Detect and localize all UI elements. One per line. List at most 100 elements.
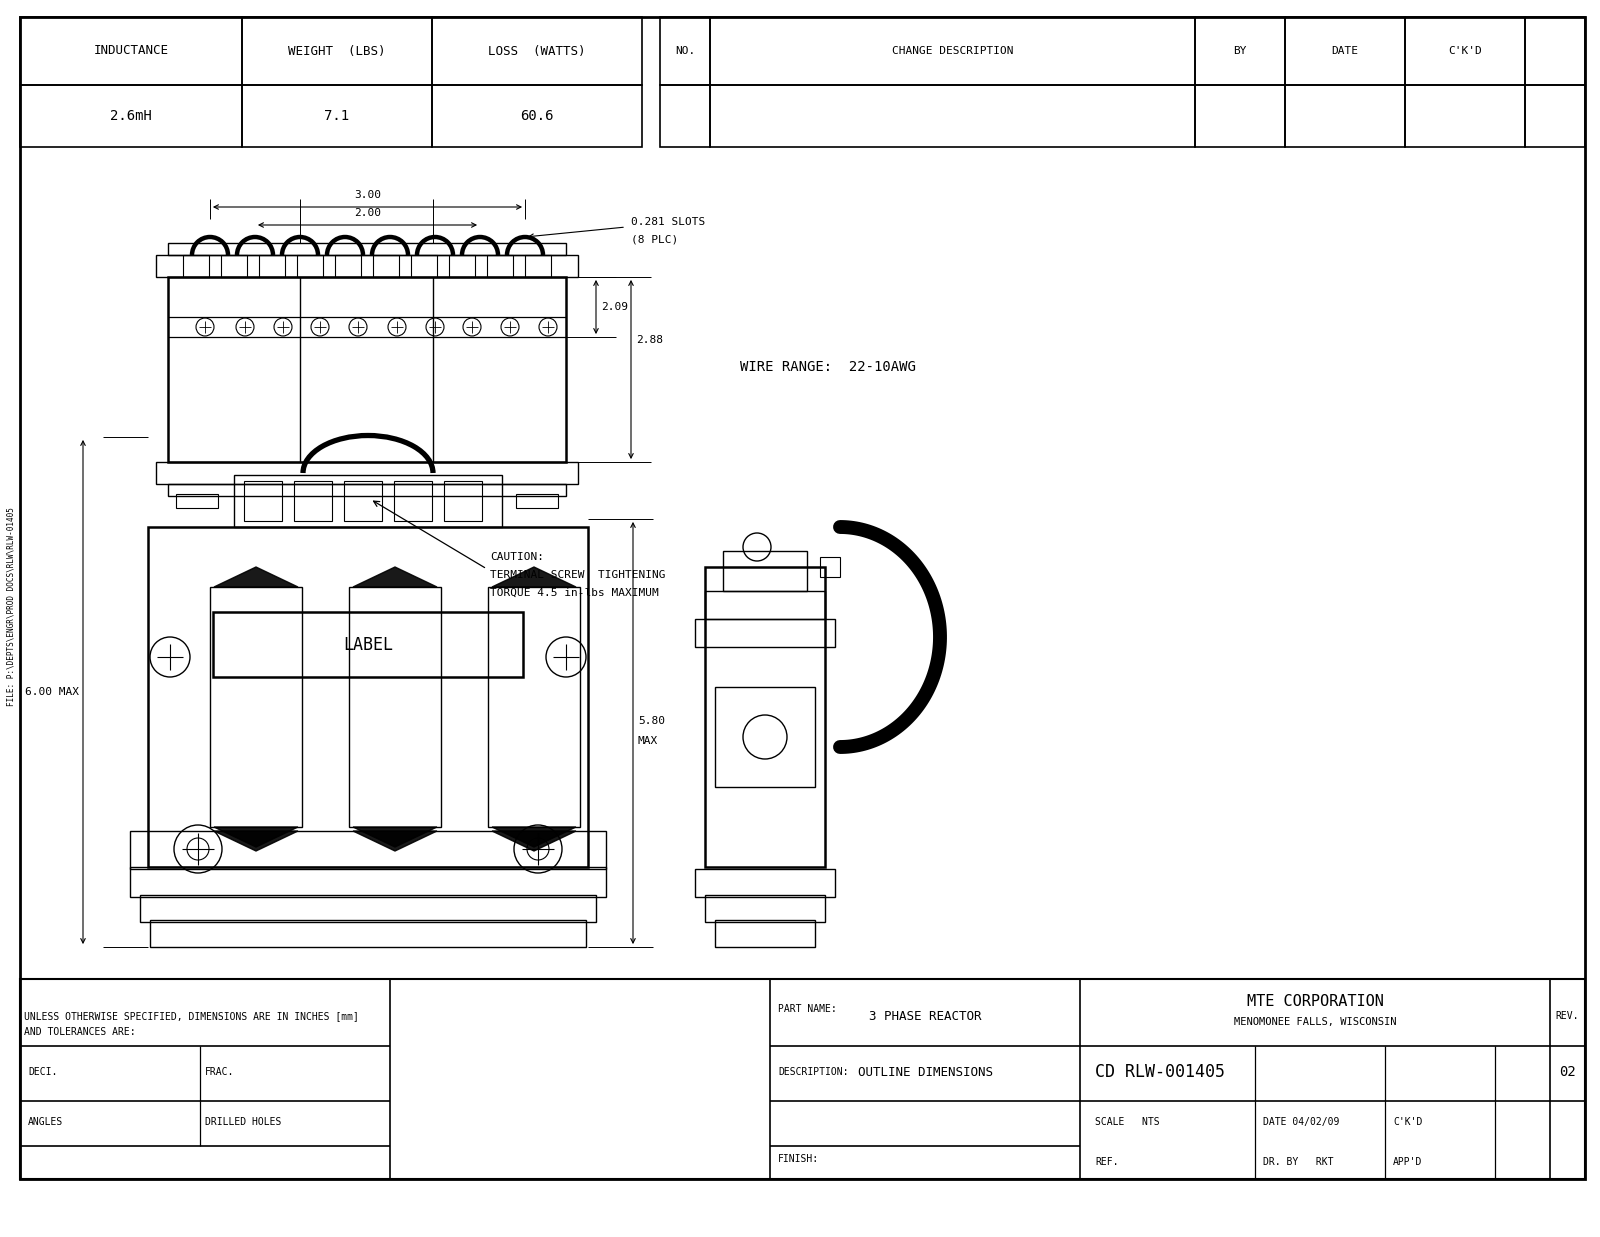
Bar bbox=[715, 687, 814, 787]
Text: 3.00: 3.00 bbox=[354, 190, 381, 200]
Text: CHANGE DESCRIPTION: CHANGE DESCRIPTION bbox=[891, 46, 1013, 56]
Bar bbox=[694, 618, 835, 647]
Bar bbox=[168, 242, 566, 255]
Bar bbox=[694, 870, 835, 897]
Bar bbox=[130, 867, 606, 897]
Text: 2.00: 2.00 bbox=[354, 208, 381, 218]
Text: DESCRIPTION:: DESCRIPTION: bbox=[778, 1068, 848, 1077]
Bar bbox=[157, 255, 578, 277]
Bar bbox=[723, 550, 806, 591]
Bar bbox=[168, 277, 566, 461]
Bar bbox=[1285, 85, 1405, 147]
Bar bbox=[706, 896, 826, 922]
Bar bbox=[1525, 17, 1586, 85]
Bar bbox=[445, 481, 482, 521]
Text: 2.6mH: 2.6mH bbox=[110, 109, 152, 122]
Text: WEIGHT  (LBS): WEIGHT (LBS) bbox=[288, 45, 386, 57]
Bar bbox=[373, 255, 398, 277]
Text: BY: BY bbox=[1234, 46, 1246, 56]
Text: C'K'D: C'K'D bbox=[1394, 1117, 1422, 1127]
Text: 2.09: 2.09 bbox=[602, 302, 627, 312]
Text: CAUTION:: CAUTION: bbox=[490, 552, 544, 562]
Bar bbox=[661, 17, 710, 85]
Polygon shape bbox=[354, 567, 437, 588]
Bar bbox=[243, 481, 282, 521]
Polygon shape bbox=[214, 828, 298, 847]
Text: UNLESS OTHERWISE SPECIFIED, DIMENSIONS ARE IN INCHES [mm]: UNLESS OTHERWISE SPECIFIED, DIMENSIONS A… bbox=[24, 1011, 358, 1021]
Bar bbox=[710, 85, 1195, 147]
Bar bbox=[411, 255, 437, 277]
Bar bbox=[147, 527, 589, 867]
Text: DRILLED HOLES: DRILLED HOLES bbox=[205, 1117, 282, 1127]
Text: 0.281 SLOTS: 0.281 SLOTS bbox=[630, 216, 706, 228]
Text: LOSS  (WATTS): LOSS (WATTS) bbox=[488, 45, 586, 57]
Bar bbox=[334, 255, 362, 277]
Bar bbox=[661, 85, 710, 147]
Bar bbox=[157, 461, 578, 484]
Text: REV.: REV. bbox=[1555, 1011, 1579, 1021]
Text: LABEL: LABEL bbox=[342, 636, 394, 654]
Bar bbox=[141, 896, 595, 922]
Text: DATE 04/02/09: DATE 04/02/09 bbox=[1262, 1117, 1339, 1127]
Text: NO.: NO. bbox=[675, 46, 694, 56]
Bar bbox=[1285, 17, 1405, 85]
Polygon shape bbox=[354, 828, 437, 847]
Text: 60.6: 60.6 bbox=[520, 109, 554, 122]
Text: 7.1: 7.1 bbox=[325, 109, 349, 122]
Bar bbox=[515, 494, 558, 508]
Text: FINISH:: FINISH: bbox=[778, 1154, 819, 1164]
Bar bbox=[242, 85, 432, 147]
Text: FILE: P:\DEPTS\ENGR\PROD DOCS\RLW\RLW-01405: FILE: P:\DEPTS\ENGR\PROD DOCS\RLW\RLW-01… bbox=[6, 507, 16, 706]
Text: TORQUE 4.5 in-lbs MAXIMUM: TORQUE 4.5 in-lbs MAXIMUM bbox=[490, 588, 659, 597]
Bar bbox=[432, 17, 642, 85]
Bar bbox=[242, 17, 432, 85]
Bar bbox=[130, 831, 606, 870]
Text: REF.: REF. bbox=[1094, 1157, 1118, 1166]
Bar bbox=[298, 255, 323, 277]
Text: DATE: DATE bbox=[1331, 46, 1358, 56]
Bar bbox=[19, 17, 242, 85]
Bar bbox=[819, 557, 840, 576]
Bar bbox=[210, 588, 302, 828]
Text: 3 PHASE REACTOR: 3 PHASE REACTOR bbox=[869, 1009, 981, 1023]
Text: SCALE   NTS: SCALE NTS bbox=[1094, 1117, 1160, 1127]
Bar bbox=[1405, 85, 1525, 147]
Bar bbox=[168, 484, 566, 496]
Polygon shape bbox=[214, 567, 298, 588]
Bar bbox=[344, 481, 382, 521]
Text: DECI.: DECI. bbox=[29, 1068, 58, 1077]
Text: OUTLINE DIMENSIONS: OUTLINE DIMENSIONS bbox=[858, 1065, 992, 1079]
Bar bbox=[19, 978, 1586, 1179]
Text: CD RLW-001405: CD RLW-001405 bbox=[1094, 1063, 1226, 1081]
Text: PART NAME:: PART NAME: bbox=[778, 1004, 837, 1014]
Bar bbox=[706, 567, 826, 867]
Text: 6.00 MAX: 6.00 MAX bbox=[26, 687, 78, 696]
Text: APP'D: APP'D bbox=[1394, 1157, 1422, 1166]
Text: INDUCTANCE: INDUCTANCE bbox=[93, 45, 168, 57]
Text: 5.80: 5.80 bbox=[638, 716, 666, 726]
Bar bbox=[488, 588, 579, 828]
Polygon shape bbox=[493, 831, 576, 851]
Text: WIRE RANGE:  22-10AWG: WIRE RANGE: 22-10AWG bbox=[739, 360, 915, 374]
Text: MENOMONEE FALLS, WISCONSIN: MENOMONEE FALLS, WISCONSIN bbox=[1234, 1017, 1397, 1027]
Text: 02: 02 bbox=[1558, 1065, 1576, 1079]
Text: DR. BY   RKT: DR. BY RKT bbox=[1262, 1157, 1333, 1166]
Bar bbox=[349, 588, 442, 828]
Text: C'K'D: C'K'D bbox=[1448, 46, 1482, 56]
Polygon shape bbox=[493, 567, 576, 588]
Bar bbox=[1195, 85, 1285, 147]
Bar bbox=[176, 494, 218, 508]
Bar bbox=[150, 920, 586, 948]
Text: MTE CORPORATION: MTE CORPORATION bbox=[1246, 993, 1384, 1008]
Text: AND TOLERANCES ARE:: AND TOLERANCES ARE: bbox=[24, 1027, 136, 1037]
Polygon shape bbox=[354, 831, 437, 851]
Bar bbox=[1195, 17, 1285, 85]
Bar bbox=[294, 481, 333, 521]
Bar bbox=[221, 255, 246, 277]
Bar bbox=[710, 17, 1195, 85]
Bar bbox=[715, 920, 814, 948]
Bar bbox=[19, 85, 242, 147]
Bar bbox=[1525, 85, 1586, 147]
Bar bbox=[259, 255, 285, 277]
Bar bbox=[182, 255, 210, 277]
